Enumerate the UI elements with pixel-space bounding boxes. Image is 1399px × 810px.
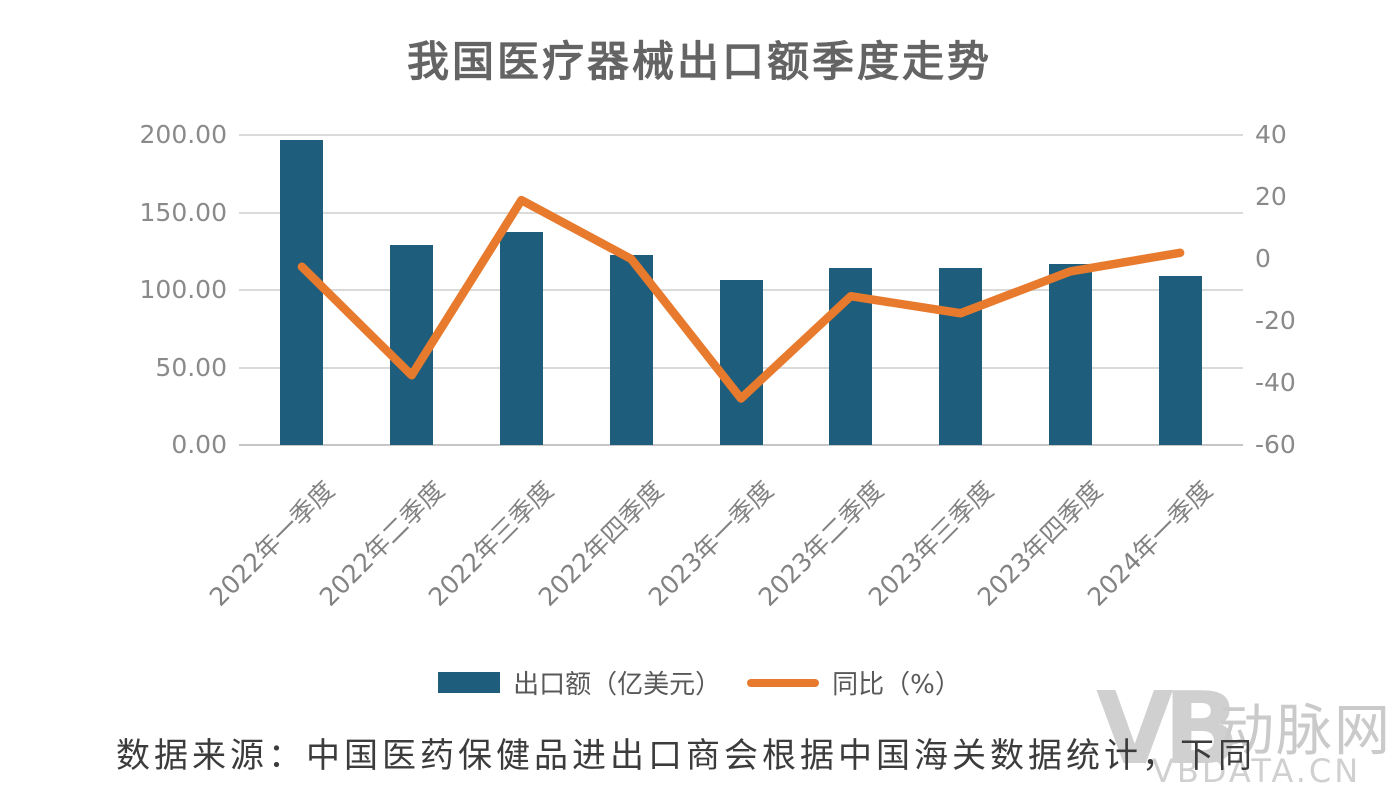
y-axis-tick-left: 100.00 [139,275,227,304]
line-series-swatch [747,678,820,687]
y-axis-tick-right: -40 [1255,368,1296,397]
watermark-domain: VBDATA.CN [1152,752,1362,790]
watermark-name: 动脉网 [1218,699,1392,764]
y-axis-tick-right: 20 [1255,182,1287,211]
bar [1048,264,1092,445]
bar [939,267,983,445]
trend-line-layer [297,195,1185,403]
source-note: 数据来源：中国医药保健品进出口商会根据中国海关数据统计，下同 [116,736,1256,776]
y-axis-tick-left: 150.00 [139,197,227,227]
plot-area [239,134,1243,446]
bar [719,279,763,445]
watermark: VB 动脉网 VBDATA.CN [1096,670,1399,806]
y-axis-tick-left: 50.00 [155,352,227,382]
trend-line [297,195,1185,403]
gridline [239,211,1243,214]
bar [1158,276,1202,445]
legend-item-yoy: 同比（%） [747,664,961,701]
legend-label-exports: 出口额（亿美元） [513,670,722,700]
bar [280,139,324,445]
bar [499,231,543,445]
y-axis-tick-left: 0.00 [171,430,227,459]
bar [609,255,653,445]
gridline [239,134,1243,136]
bar-series-swatch [438,672,501,693]
vb-logo-icon: VB [1096,670,1240,787]
y-axis-tick-right: -60 [1255,430,1296,459]
y-axis-tick-right: 0 [1255,244,1271,273]
legend-label-yoy: 同比（%） [832,670,961,700]
legend: 出口额（亿美元） 同比（%） [0,664,1399,701]
y-axis-tick-right: 40 [1255,120,1287,149]
legend-item-exports: 出口额（亿美元） [438,664,721,701]
y-axis-tick-right: -20 [1255,306,1296,335]
gridline [239,444,1243,446]
chart-title: 我国医疗器械出口额季度走势 [406,37,992,86]
y-axis-tick-left: 200.00 [139,120,227,149]
